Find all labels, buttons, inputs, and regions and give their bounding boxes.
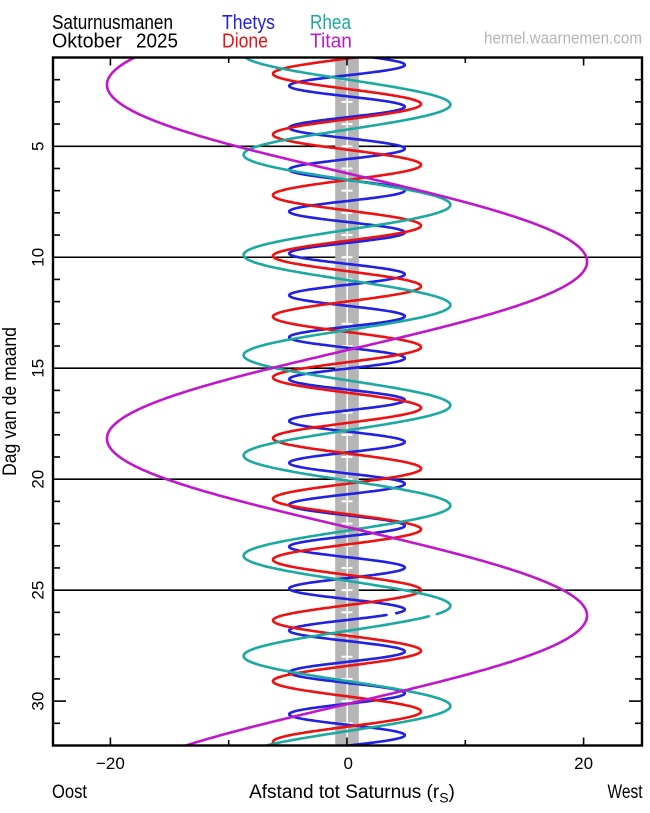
legend-label-thetys: Thetys [222, 12, 275, 34]
x-tick-label-20: 20 [574, 754, 593, 773]
y-tick-label-20: 20 [29, 470, 48, 489]
y-tick-label-5: 5 [29, 142, 48, 151]
moon-curves-layer [105, 57, 589, 746]
x-tick-label-0: 0 [343, 754, 352, 773]
x-axis-title-close: ) [449, 782, 455, 803]
legend-label-dione: Dione [222, 31, 268, 53]
legend-label-titan: Titan [310, 31, 352, 53]
page-title: Saturnusmanen [52, 12, 173, 34]
y-axis-title: Dag van de maand [0, 327, 21, 476]
plot-border [51, 56, 644, 747]
subtitle-month: Oktober [52, 31, 122, 53]
y-tick-label-15: 15 [29, 359, 48, 378]
x-tick-label--20: −20 [96, 754, 125, 773]
subtitle-year: 2025 [136, 31, 178, 53]
x-axis-title: Afstand tot Saturnus (rS) [249, 782, 455, 806]
x-axis-title-sub: S [439, 790, 448, 806]
legend-label-rhea: Rhea [310, 12, 352, 34]
y-tick-label-30: 30 [29, 692, 48, 711]
moon-curve-dione [271, 57, 423, 746]
x-axis-title-main: Afstand tot Saturnus (r [249, 782, 440, 803]
y-tick-label-10: 10 [29, 248, 48, 267]
moon-curve-titan [105, 57, 589, 746]
x-axis-direction-west: West [608, 782, 644, 803]
watermark: hemel.waarnemen.com [484, 30, 642, 48]
y-tick-label-25: 25 [29, 581, 48, 600]
x-axis-direction-east: Oost [52, 782, 88, 803]
tick-label-layer: 5 10 15 20 25 30 −20 0 20 [29, 142, 594, 773]
